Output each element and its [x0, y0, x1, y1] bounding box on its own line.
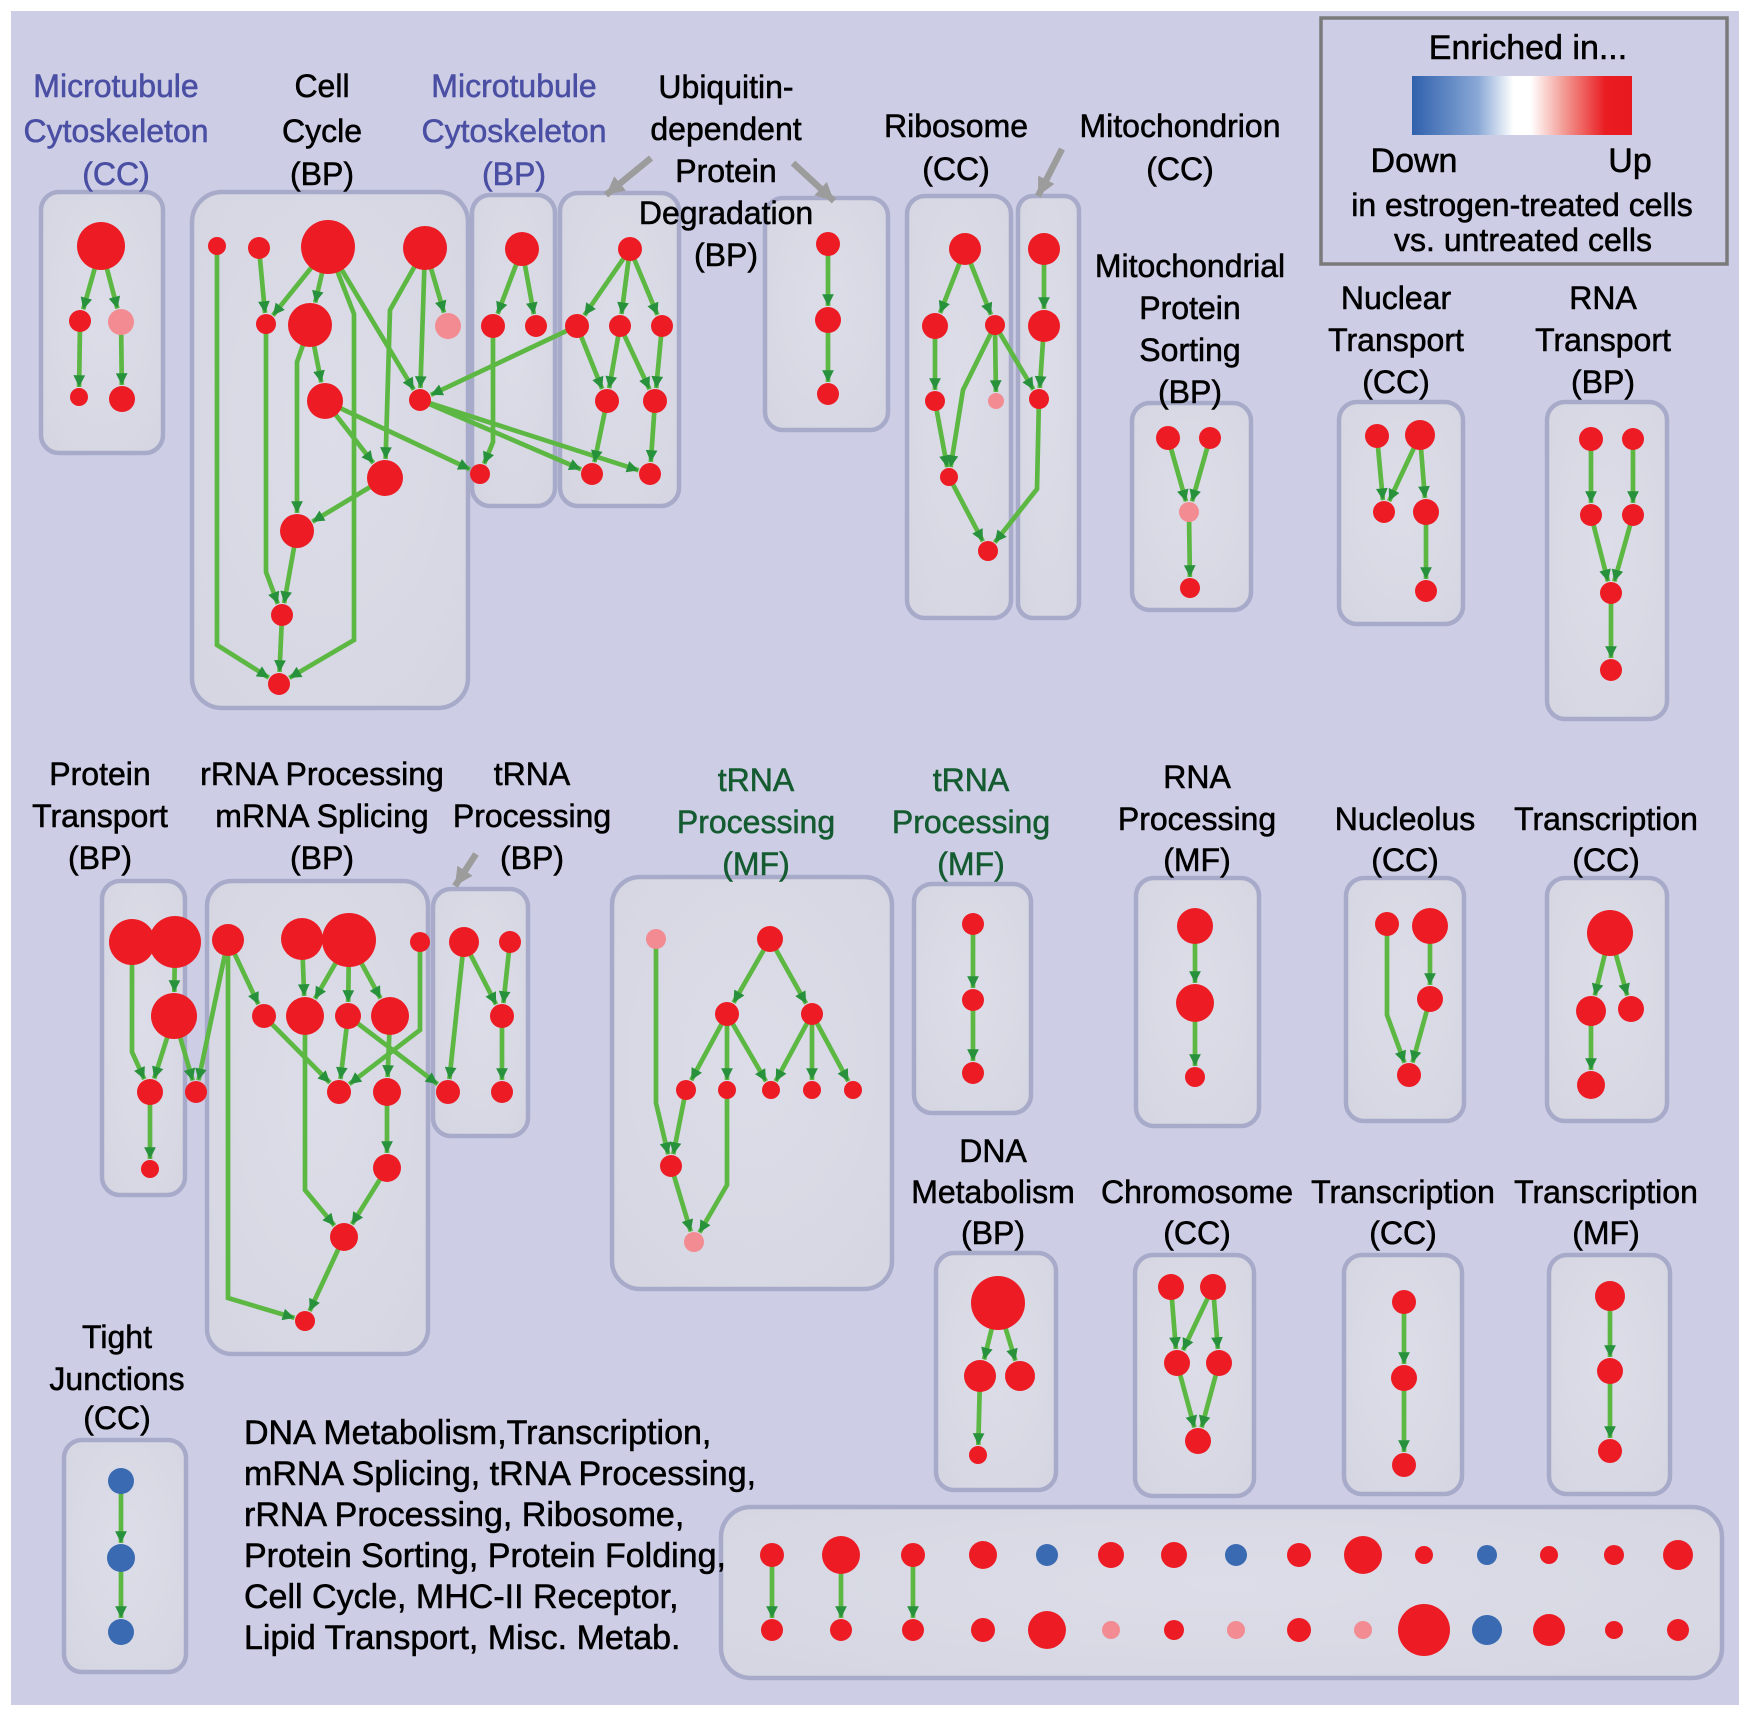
svg-text:Transport: Transport — [32, 798, 168, 834]
svg-text:tRNA: tRNA — [494, 756, 571, 792]
svg-text:Processing: Processing — [677, 804, 835, 840]
svg-text:(MF): (MF) — [1163, 842, 1231, 878]
svg-text:Nucleolus: Nucleolus — [1335, 801, 1476, 837]
svg-text:Chromosome: Chromosome — [1101, 1174, 1293, 1210]
svg-text:Mitochondrial: Mitochondrial — [1095, 248, 1285, 284]
svg-text:(BP): (BP) — [482, 156, 546, 192]
svg-text:Lipid Transport, Misc. Metab.: Lipid Transport, Misc. Metab. — [244, 1619, 681, 1657]
svg-text:Cycle: Cycle — [282, 113, 362, 149]
svg-text:DNA Metabolism,Transcription,: DNA Metabolism,Transcription, — [244, 1414, 711, 1452]
svg-text:Protein: Protein — [49, 756, 150, 792]
svg-text:Microtubule: Microtubule — [33, 68, 198, 104]
svg-text:DNA: DNA — [959, 1133, 1027, 1169]
svg-text:(BP): (BP) — [500, 840, 564, 876]
svg-text:(BP): (BP) — [68, 840, 132, 876]
svg-text:(CC): (CC) — [1371, 842, 1439, 878]
svg-text:(CC): (CC) — [1572, 842, 1640, 878]
svg-text:Transport: Transport — [1328, 322, 1464, 358]
svg-text:(MF): (MF) — [937, 846, 1005, 882]
svg-text:(CC): (CC) — [1146, 151, 1214, 187]
svg-text:Cytoskeleton: Cytoskeleton — [422, 113, 607, 149]
svg-text:RNA: RNA — [1569, 280, 1637, 316]
svg-text:Cytoskeleton: Cytoskeleton — [24, 113, 209, 149]
svg-text:Microtubule: Microtubule — [431, 68, 596, 104]
svg-text:(CC): (CC) — [83, 1400, 151, 1436]
svg-text:Mitochondrion: Mitochondrion — [1080, 108, 1281, 144]
svg-text:tRNA: tRNA — [933, 762, 1010, 798]
svg-text:in estrogen-treated cells: in estrogen-treated cells — [1351, 187, 1693, 223]
svg-text:(BP): (BP) — [290, 156, 354, 192]
svg-text:Transport: Transport — [1535, 322, 1671, 358]
svg-text:Cell Cycle, MHC-II Receptor,: Cell Cycle, MHC-II Receptor, — [244, 1578, 679, 1616]
svg-text:Transcription: Transcription — [1514, 1174, 1698, 1210]
svg-text:RNA: RNA — [1163, 759, 1231, 795]
svg-text:Ribosome: Ribosome — [884, 108, 1028, 144]
svg-text:(BP): (BP) — [290, 840, 354, 876]
svg-text:mRNA Splicing: mRNA Splicing — [215, 798, 428, 834]
svg-text:Protein Sorting, Protein Foldi: Protein Sorting, Protein Folding, — [244, 1537, 726, 1575]
svg-text:Up: Up — [1608, 142, 1651, 180]
svg-text:(CC): (CC) — [82, 156, 150, 192]
svg-text:dependent: dependent — [650, 111, 801, 147]
svg-text:Processing: Processing — [892, 804, 1050, 840]
svg-text:Protein: Protein — [1139, 290, 1240, 326]
svg-text:(BP): (BP) — [1158, 374, 1222, 410]
svg-text:(CC): (CC) — [1362, 364, 1430, 400]
svg-text:(CC): (CC) — [922, 151, 990, 187]
svg-text:Metabolism: Metabolism — [911, 1174, 1075, 1210]
svg-text:Processing: Processing — [1118, 801, 1276, 837]
svg-text:Processing: Processing — [453, 798, 611, 834]
svg-text:Tight: Tight — [82, 1319, 152, 1355]
svg-text:Transcription: Transcription — [1311, 1174, 1495, 1210]
svg-text:vs. untreated cells: vs. untreated cells — [1394, 222, 1652, 258]
svg-text:rRNA Processing: rRNA Processing — [200, 756, 444, 792]
svg-text:(MF): (MF) — [1572, 1215, 1640, 1251]
svg-text:Junctions: Junctions — [49, 1361, 184, 1397]
svg-text:(CC): (CC) — [1369, 1215, 1437, 1251]
svg-text:Degradation: Degradation — [639, 195, 813, 231]
svg-text:Ubiquitin-: Ubiquitin- — [658, 69, 793, 105]
svg-text:mRNA Splicing, tRNA Processing: mRNA Splicing, tRNA Processing, — [244, 1455, 756, 1493]
svg-text:Nuclear: Nuclear — [1341, 280, 1452, 316]
svg-text:rRNA Processing, Ribosome,: rRNA Processing, Ribosome, — [244, 1496, 684, 1534]
svg-text:tRNA: tRNA — [718, 762, 795, 798]
svg-text:(BP): (BP) — [694, 237, 758, 273]
svg-text:Down: Down — [1371, 142, 1458, 180]
svg-text:Sorting: Sorting — [1139, 332, 1240, 368]
svg-text:(MF): (MF) — [722, 846, 790, 882]
svg-text:(BP): (BP) — [1571, 364, 1635, 400]
svg-text:(CC): (CC) — [1163, 1215, 1231, 1251]
svg-text:Transcription: Transcription — [1514, 801, 1698, 837]
svg-text:Protein: Protein — [675, 153, 776, 189]
svg-text:(BP): (BP) — [961, 1215, 1025, 1251]
svg-text:Cell: Cell — [294, 68, 349, 104]
svg-text:Enriched in...: Enriched in... — [1429, 29, 1627, 67]
